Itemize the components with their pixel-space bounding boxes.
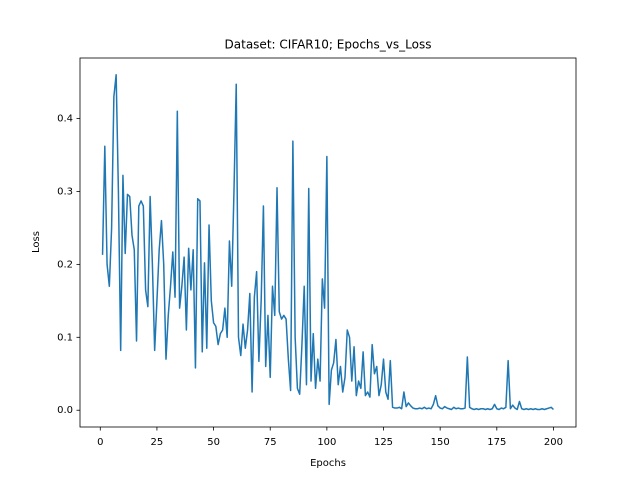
plot-frame	[79, 57, 577, 428]
chart-title: Dataset: CIFAR10; Epochs_vs_Loss	[225, 38, 432, 52]
x-tick-label: 0	[97, 437, 103, 448]
x-tick-label: 100	[317, 437, 336, 448]
x-tick-label: 125	[374, 437, 393, 448]
y-tick-label: 0.3	[57, 186, 73, 197]
x-tick-label: 175	[487, 437, 506, 448]
x-tick-label: 75	[264, 437, 277, 448]
y-tick-label: 0.1	[57, 332, 73, 343]
x-tick-label: 150	[431, 437, 450, 448]
x-tick-label: 25	[151, 437, 164, 448]
y-tick-label: 0.4	[57, 114, 73, 125]
x-tick-label: 200	[544, 437, 563, 448]
y-axis-label: Loss	[31, 231, 42, 253]
x-axis-label: Epochs	[310, 458, 346, 469]
y-tick-label: 0.2	[57, 259, 73, 270]
y-tick-label: 0.0	[57, 405, 73, 416]
loss-line	[101, 74, 554, 411]
x-tick-label: 50	[207, 437, 220, 448]
